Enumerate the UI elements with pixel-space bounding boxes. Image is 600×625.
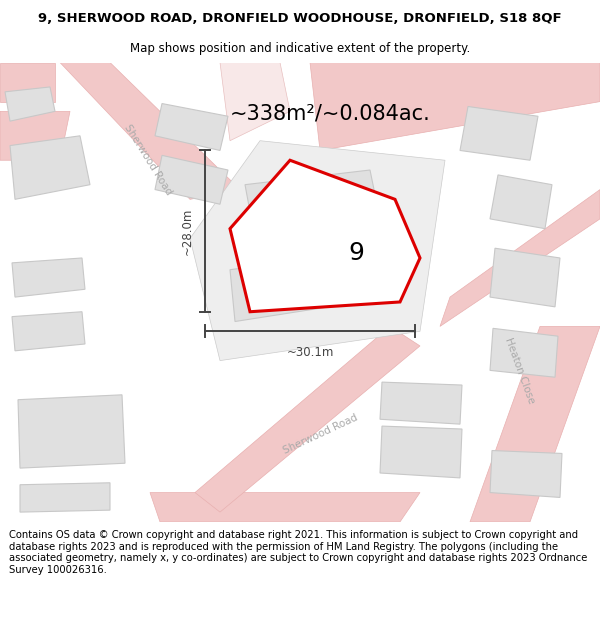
Polygon shape [0, 62, 55, 102]
Polygon shape [490, 451, 562, 498]
Text: ~28.0m: ~28.0m [181, 208, 193, 255]
Polygon shape [490, 248, 560, 307]
Polygon shape [155, 156, 228, 204]
Polygon shape [195, 326, 420, 512]
Polygon shape [155, 104, 228, 151]
Text: 9: 9 [348, 241, 364, 265]
Polygon shape [230, 160, 420, 312]
Polygon shape [490, 328, 558, 378]
Polygon shape [5, 87, 55, 121]
Polygon shape [60, 62, 240, 199]
Polygon shape [0, 111, 70, 160]
Polygon shape [440, 189, 600, 326]
Polygon shape [245, 170, 380, 238]
Polygon shape [150, 492, 420, 522]
Polygon shape [380, 426, 462, 478]
Polygon shape [12, 258, 85, 297]
Polygon shape [230, 253, 360, 321]
Text: Sherwood Road: Sherwood Road [281, 412, 359, 456]
Polygon shape [190, 141, 445, 361]
Polygon shape [310, 62, 600, 151]
Polygon shape [10, 136, 90, 199]
Text: Contains OS data © Crown copyright and database right 2021. This information is : Contains OS data © Crown copyright and d… [9, 530, 587, 575]
Text: Sherwood Road: Sherwood Road [122, 123, 174, 198]
Polygon shape [220, 62, 290, 141]
Polygon shape [380, 382, 462, 424]
Polygon shape [460, 106, 538, 160]
Text: ~338m²/~0.084ac.: ~338m²/~0.084ac. [230, 103, 430, 123]
Polygon shape [490, 175, 552, 229]
Text: Heaton Close: Heaton Close [503, 336, 536, 405]
Polygon shape [18, 395, 125, 468]
Polygon shape [470, 326, 600, 522]
Text: ~30.1m: ~30.1m [286, 346, 334, 359]
Polygon shape [20, 482, 110, 512]
Polygon shape [12, 312, 85, 351]
Text: 9, SHERWOOD ROAD, DRONFIELD WOODHOUSE, DRONFIELD, S18 8QF: 9, SHERWOOD ROAD, DRONFIELD WOODHOUSE, D… [38, 12, 562, 25]
Text: Map shows position and indicative extent of the property.: Map shows position and indicative extent… [130, 42, 470, 55]
